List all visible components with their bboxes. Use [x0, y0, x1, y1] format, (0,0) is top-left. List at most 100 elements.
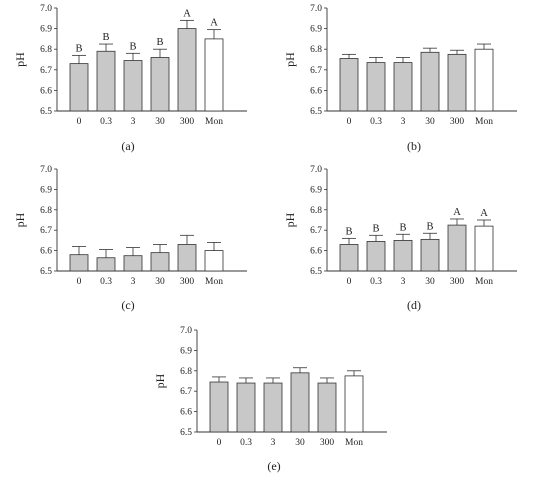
bar	[366, 241, 386, 272]
x-tick-label: 300	[450, 117, 465, 127]
x-tick-label: Mon	[475, 277, 493, 287]
significance-letter: B	[372, 223, 379, 234]
bar	[150, 252, 170, 272]
x-tick-label: 300	[450, 277, 465, 287]
y-tick-label: 6.8	[310, 45, 322, 55]
y-tick-label: 6.7	[310, 226, 322, 236]
bar	[123, 60, 143, 112]
x-tick-label: 300	[180, 117, 195, 127]
x-tick-label: 0	[347, 117, 352, 127]
bar	[177, 244, 197, 272]
significance-letter: A	[453, 207, 461, 218]
chart-panel-c: 6.5 6.6 6.7 6.8 6.9 7.0 pH 0 0.3 3 30 300 Mon (c)	[13, 165, 247, 312]
bar	[474, 225, 494, 272]
y-tick-label: 6.7	[310, 66, 322, 76]
x-tick-label: 0	[347, 277, 352, 287]
panel-label: (e)	[267, 459, 280, 473]
y-tick-label: 6.7	[40, 226, 52, 236]
significance-letter: A	[210, 18, 218, 29]
bar	[366, 62, 386, 112]
y-tick-label: 6.5	[40, 107, 52, 117]
bar	[393, 239, 413, 272]
bar	[339, 58, 359, 112]
y-tick-label: 6.5	[310, 267, 322, 277]
x-tick-label: 0.3	[370, 277, 382, 287]
y-tick-label: 6.9	[310, 25, 322, 35]
y-tick-label: 7.0	[310, 4, 322, 14]
x-tick-label: 3	[131, 117, 136, 127]
x-tick-label: 0	[77, 277, 82, 287]
y-tick-label: 6.9	[180, 346, 192, 356]
significance-letter: A	[480, 208, 488, 219]
bar	[204, 250, 224, 272]
y-tick-label: 6.9	[310, 185, 322, 195]
y-tick-label: 6.5	[180, 428, 192, 438]
chart-panel-a: 6.5 6.6 6.7 6.8 6.9 7.0 pH 0 B 0.3 B 3 B 30 B 300 A Mon A (…	[13, 4, 247, 153]
bar	[177, 28, 197, 112]
bar	[317, 382, 337, 433]
x-tick-label: 0	[217, 438, 222, 448]
significance-letter: B	[345, 226, 352, 237]
y-tick-label: 6.9	[40, 185, 52, 195]
y-axis-label: pH	[153, 373, 167, 388]
x-tick-label: 0	[77, 117, 82, 127]
y-tick-label: 6.6	[310, 247, 322, 257]
bar	[236, 382, 256, 433]
bar	[263, 382, 283, 433]
y-tick-label: 6.8	[180, 367, 192, 377]
bar	[420, 51, 440, 112]
panel-label: (d)	[407, 298, 421, 312]
x-tick-label: 3	[401, 277, 406, 287]
x-tick-label: Mon	[345, 438, 363, 448]
y-axis-label: pH	[13, 212, 27, 227]
y-tick-label: 6.6	[180, 408, 192, 418]
significance-letter: A	[183, 8, 191, 19]
significance-letter: B	[129, 41, 136, 52]
y-tick-label: 7.0	[310, 165, 322, 175]
significance-letter: B	[426, 221, 433, 232]
x-tick-label: 30	[425, 117, 435, 127]
x-tick-label: 300	[180, 277, 195, 287]
x-tick-label: 30	[155, 117, 165, 127]
x-tick-label: Mon	[205, 277, 223, 287]
x-tick-label: Mon	[205, 117, 223, 127]
y-axis-label: pH	[283, 52, 297, 67]
significance-letter: B	[75, 43, 82, 54]
bar	[344, 375, 364, 433]
y-tick-label: 7.0	[180, 326, 192, 336]
y-tick-label: 6.8	[40, 45, 52, 55]
y-tick-label: 6.6	[40, 86, 52, 96]
bar	[204, 38, 224, 112]
bar	[96, 50, 116, 112]
x-tick-label: 30	[295, 438, 305, 448]
y-tick-label: 6.9	[40, 25, 52, 35]
chart-panel-d: 6.5 6.6 6.7 6.8 6.9 7.0 pH 0 B 0.3 B 3 B 30 B 300 A Mon A (…	[283, 165, 517, 312]
bar	[447, 224, 467, 272]
bar	[69, 254, 89, 272]
panel-label: (c)	[121, 298, 134, 312]
bar	[150, 57, 170, 112]
y-tick-label: 6.8	[310, 206, 322, 216]
y-tick-label: 7.0	[40, 165, 52, 175]
y-tick-label: 6.5	[40, 267, 52, 277]
bar	[123, 255, 143, 272]
x-tick-label: 300	[320, 438, 335, 448]
x-tick-label: 0.3	[100, 277, 112, 287]
y-tick-label: 6.8	[40, 206, 52, 216]
bar	[393, 62, 413, 112]
chart-panel-e: 6.5 6.6 6.7 6.8 6.9 7.0 pH 0 0.3 3 30 300 Mon (e)	[153, 326, 387, 473]
x-tick-label: 3	[401, 117, 406, 127]
chart-panel-b: 6.5 6.6 6.7 6.8 6.9 7.0 pH 0 0.3 3 30 300 Mon (b)	[283, 4, 517, 153]
bar	[209, 381, 229, 433]
bar	[69, 63, 89, 112]
x-tick-label: 0.3	[100, 117, 112, 127]
bar	[290, 372, 310, 433]
x-tick-label: 30	[425, 277, 435, 287]
x-tick-label: Mon	[475, 117, 493, 127]
y-tick-label: 6.6	[40, 247, 52, 257]
y-tick-label: 6.7	[40, 66, 52, 76]
x-tick-label: 3	[271, 438, 276, 448]
bar	[474, 48, 494, 112]
bar	[420, 238, 440, 272]
